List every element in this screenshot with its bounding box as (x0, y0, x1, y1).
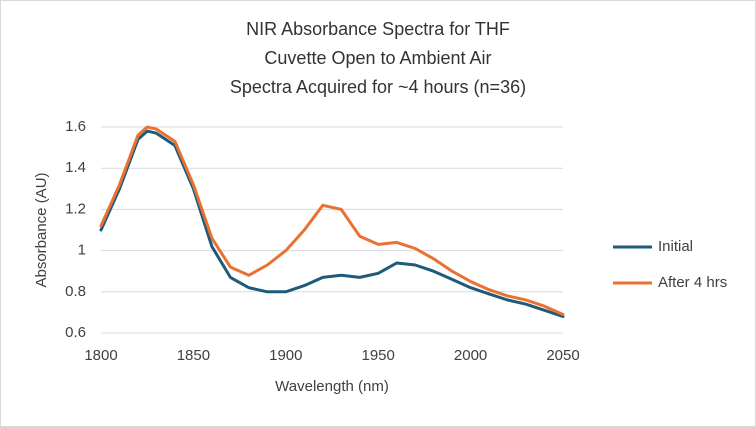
line-series (99, 125, 565, 316)
x-tick-label: 2050 (546, 347, 579, 364)
legend-label: Initial (658, 238, 693, 255)
x-tick-label: 1800 (84, 347, 117, 364)
y-tick-label: 0.6 (65, 324, 86, 341)
y-axis-label: Absorbance (AU) (33, 172, 50, 287)
y-tick-label: 1 (78, 242, 86, 259)
x-tick-label: 1850 (177, 347, 210, 364)
x-tick-label: 1900 (269, 347, 302, 364)
x-tick-label: 1950 (362, 347, 395, 364)
legend-label: After 4 hrs (658, 274, 727, 291)
y-tick-label: 1.2 (65, 200, 86, 217)
line-series (99, 129, 565, 318)
y-tick-label: 0.8 (65, 283, 86, 300)
chart-title: Spectra Acquired for ~4 hours (n=36) (230, 77, 526, 97)
y-tick-label: 1.6 (65, 118, 86, 135)
x-tick-label: 2000 (454, 347, 487, 364)
chart-title: NIR Absorbance Spectra for THF (246, 19, 510, 39)
chart-title: Cuvette Open to Ambient Air (264, 48, 491, 68)
y-tick-label: 1.4 (65, 159, 86, 176)
x-axis-label: Wavelength (nm) (275, 378, 389, 395)
